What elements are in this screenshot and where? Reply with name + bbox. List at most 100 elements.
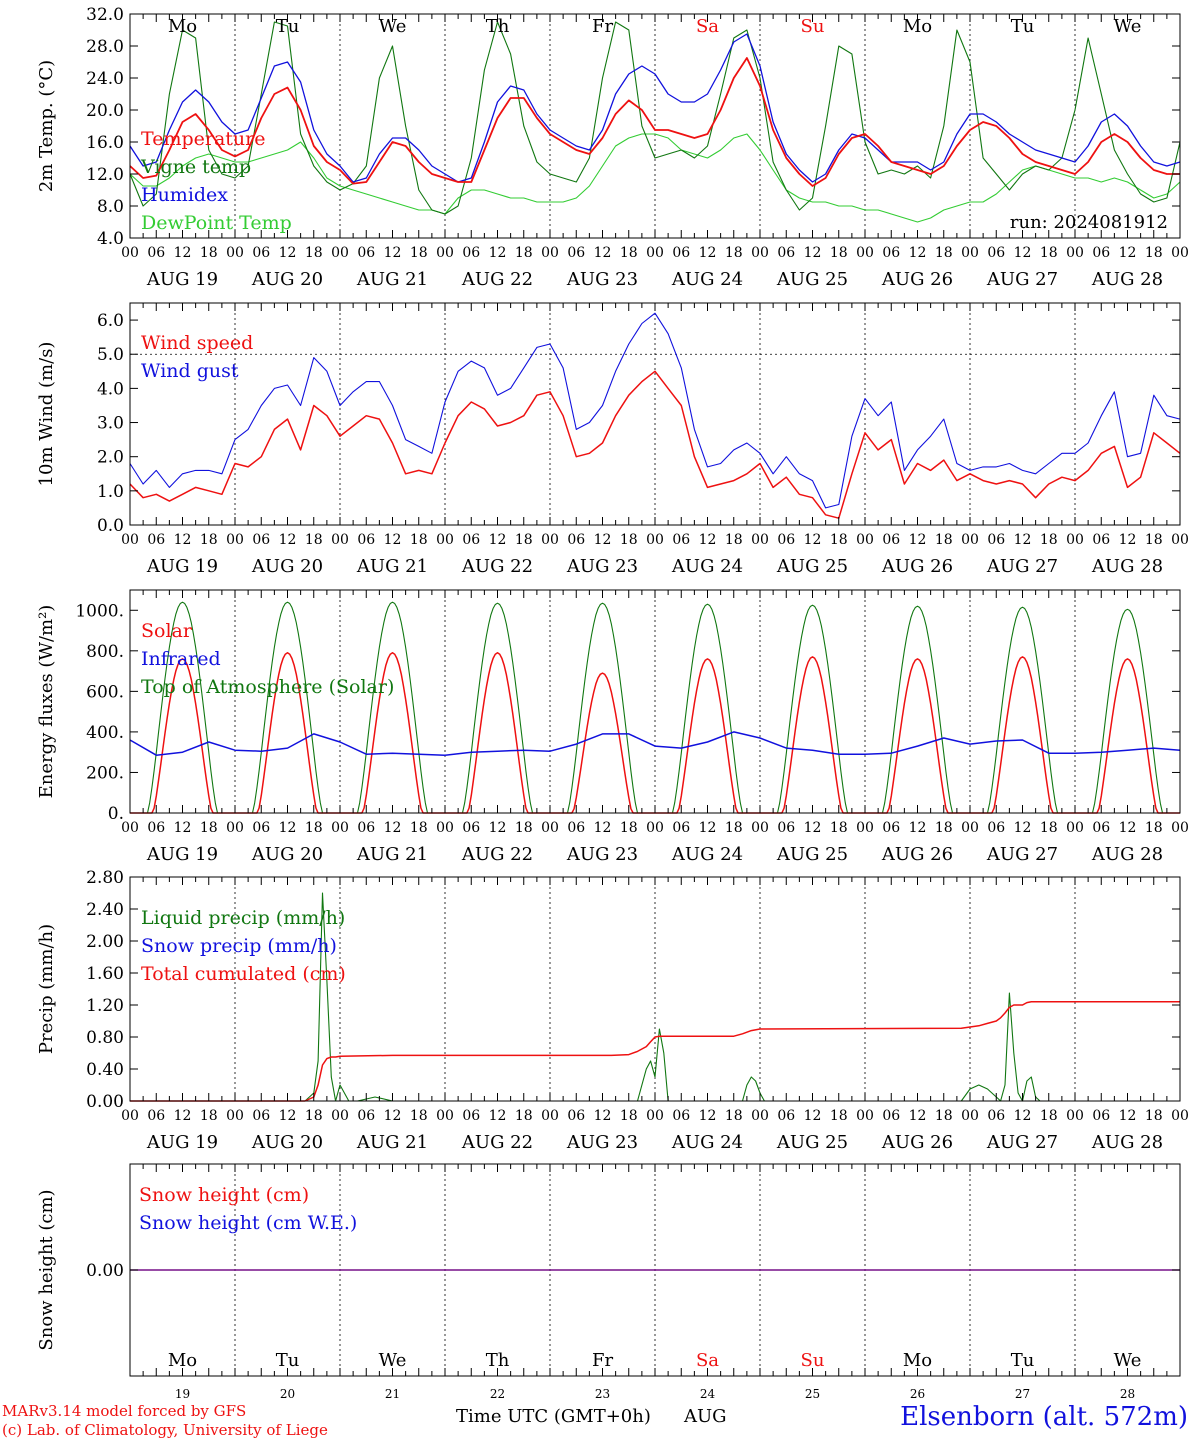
- x-hour-label: 18: [515, 532, 533, 548]
- x-hour-label: 06: [987, 245, 1005, 261]
- x-hour-label: 06: [1092, 245, 1110, 261]
- y-tick-label: 6.0: [97, 311, 124, 331]
- x-hour-label: 06: [252, 820, 270, 836]
- x-hour-label: 18: [305, 820, 323, 836]
- x-date-label: AUG 26: [881, 556, 953, 577]
- day-name-label: We: [1114, 16, 1142, 37]
- x-hour-label: 18: [725, 820, 743, 836]
- y-tick-label: 28.0: [86, 37, 124, 57]
- x-hour-label: 18: [200, 820, 218, 836]
- x-hour-label: 06: [252, 1108, 270, 1124]
- x-hour-label: 00: [856, 820, 874, 836]
- x-hour-label: 00: [1066, 245, 1084, 261]
- footer-copyright-line: (c) Lab. of Climatology, University of L…: [2, 1421, 328, 1439]
- x-hour-label: 00: [331, 245, 349, 261]
- day-number-label: 24: [700, 1387, 716, 1401]
- temp-series-line: [129, 133, 1181, 223]
- x-hour-label: 06: [147, 1108, 165, 1124]
- y-tick-label: 3.0: [97, 414, 124, 434]
- x-hour-label: 06: [357, 820, 375, 836]
- x-hour-label: 06: [882, 1108, 900, 1124]
- day-number-label: 27: [1015, 1387, 1030, 1401]
- x-hour-label: 18: [830, 820, 848, 836]
- x-hour-label: 18: [410, 245, 428, 261]
- legend-entry: Total cumulated (cm): [141, 963, 346, 985]
- x-hour-label: 00: [226, 1108, 244, 1124]
- x-hour-label: 12: [489, 532, 507, 548]
- x-hour-label: 00: [646, 245, 664, 261]
- x-date-label: AUG 21: [356, 844, 428, 865]
- x-hour-label: 18: [725, 532, 743, 548]
- y-tick-label: 0.00: [86, 1261, 124, 1281]
- temp-series-line: [129, 21, 1181, 215]
- y-axis-title: Precip (mm/h): [36, 924, 57, 1054]
- x-hour-label: 00: [646, 1108, 664, 1124]
- y-tick-label: 600.: [86, 682, 124, 702]
- x-hour-label: 12: [699, 820, 717, 836]
- x-hour-label: 00: [961, 1108, 979, 1124]
- day-name-label: Su: [801, 16, 825, 37]
- x-hour-label: 12: [1119, 245, 1137, 261]
- x-hour-label: 00: [646, 532, 664, 548]
- y-tick-label: 0.80: [86, 1028, 124, 1048]
- x-hour-label: 12: [384, 245, 402, 261]
- x-hour-label: 06: [357, 245, 375, 261]
- x-hour-label: 18: [200, 245, 218, 261]
- x-hour-label: 12: [1014, 1108, 1032, 1124]
- x-date-label: AUG 19: [146, 556, 218, 577]
- x-date-label: AUG 21: [356, 269, 428, 290]
- x-hour-label: 06: [987, 820, 1005, 836]
- x-hour-label: 12: [909, 820, 927, 836]
- legend-entry: Infrared: [141, 648, 221, 670]
- x-hour-label: 00: [1066, 532, 1084, 548]
- x-hour-label: 18: [200, 1108, 218, 1124]
- x-hour-label: 06: [252, 245, 270, 261]
- day-number-label: 20: [280, 1387, 295, 1401]
- y-tick-label: 5.0: [97, 345, 124, 365]
- x-hour-label: 06: [672, 1108, 690, 1124]
- y-axis-title: Energy fluxes (W/m²): [36, 605, 57, 799]
- x-date-label: AUG 20: [251, 269, 323, 290]
- x-hour-label: 12: [174, 532, 192, 548]
- x-hour-label: 00: [226, 532, 244, 548]
- x-hour-label: 18: [725, 1108, 743, 1124]
- x-hour-label: 12: [909, 1108, 927, 1124]
- y-tick-label: 1.60: [86, 964, 124, 984]
- x-hour-label: 18: [515, 245, 533, 261]
- day-number-label: 28: [1120, 1387, 1135, 1401]
- x-date-label: AUG 25: [776, 269, 848, 290]
- x-date-label: AUG 25: [776, 556, 848, 577]
- day-name-label: Tu: [1011, 1350, 1035, 1371]
- day-name-label: Fr: [592, 1350, 613, 1371]
- day-name-label: We: [379, 16, 407, 37]
- x-hour-label: 18: [305, 532, 323, 548]
- x-hour-label: 06: [357, 1108, 375, 1124]
- x-hour-label: 06: [462, 820, 480, 836]
- x-date-label: AUG 27: [986, 556, 1058, 577]
- x-hour-label: 12: [174, 245, 192, 261]
- day-name-label: Mo: [168, 1350, 197, 1371]
- x-hour-label: 06: [987, 532, 1005, 548]
- x-hour-label: 00: [646, 820, 664, 836]
- day-name-label: Sa: [696, 16, 719, 37]
- x-hour-label: 18: [935, 820, 953, 836]
- day-name-label: Tu: [276, 1350, 300, 1371]
- x-date-label: AUG 19: [146, 1132, 218, 1153]
- legend-entry: Wind speed: [141, 332, 253, 354]
- x-date-label: AUG 24: [671, 269, 743, 290]
- x-hour-label: 00: [226, 245, 244, 261]
- day-name-label: Fr: [592, 16, 613, 37]
- x-hour-label: 00: [331, 532, 349, 548]
- y-axis-title: 10m Wind (m/s): [36, 342, 57, 487]
- day-name-label: Th: [486, 16, 510, 37]
- y-tick-label: 16.0: [86, 133, 124, 153]
- x-date-label: AUG 19: [146, 844, 218, 865]
- x-hour-label: 00: [1066, 1108, 1084, 1124]
- y-tick-label: 2.40: [86, 900, 124, 920]
- day-name-label: Su: [801, 1350, 825, 1371]
- x-hour-label: 12: [594, 245, 612, 261]
- x-date-label: AUG 24: [671, 844, 743, 865]
- x-date-label: AUG 21: [356, 556, 428, 577]
- x-hour-label: 06: [777, 245, 795, 261]
- x-hour-label: 00: [121, 820, 139, 836]
